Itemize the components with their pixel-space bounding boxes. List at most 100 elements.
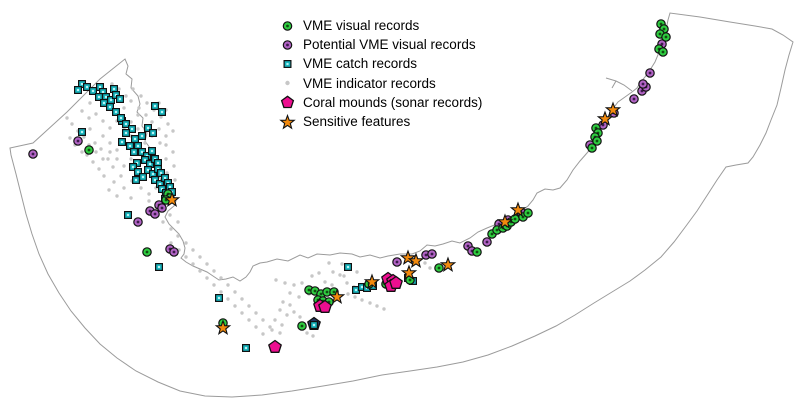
vme-indicator-point <box>368 301 372 305</box>
vme-indicator-point <box>101 134 105 138</box>
vme-indicator-point <box>355 270 359 274</box>
vme-indicator-point <box>327 261 331 265</box>
vme-indicator-point <box>191 262 195 266</box>
vme-catch-point-center <box>160 110 164 114</box>
vme-indicator-point <box>168 213 172 217</box>
vme-indicator-point <box>122 186 126 190</box>
potential-vme-visual-point-center <box>641 82 645 86</box>
vme-indicator-point <box>129 120 133 124</box>
vme-visual-point-center <box>664 35 668 39</box>
vme-indicator-point <box>171 129 175 133</box>
vme-indicator-point <box>136 113 140 117</box>
potential-vme-visual-point-center <box>31 152 35 156</box>
vme-indicator-point <box>285 313 289 317</box>
vme-catch-point-center <box>133 137 137 141</box>
vme-catch-point-center <box>354 288 358 292</box>
vme-indicator-point <box>305 331 309 335</box>
vme-catch-point-center <box>118 97 122 101</box>
sensitive-feature-point <box>439 256 457 272</box>
vme-indicator-point <box>139 186 143 190</box>
vme-indicator-point <box>169 227 173 231</box>
vme-indicator-point <box>80 150 84 154</box>
vme-indicator-point <box>144 113 148 117</box>
vme-indicator-point <box>136 127 140 131</box>
vme-indicator-point <box>93 141 97 145</box>
legend-item-vme-catch: VME catch records <box>279 54 482 73</box>
vme-indicator-point <box>226 283 230 287</box>
vme-visual-point-center <box>659 22 663 26</box>
potential-vme-visual-point-center <box>632 97 636 101</box>
vme-indicator-point <box>283 281 287 285</box>
vme-indicator-point <box>281 300 285 304</box>
vme-indicator-point <box>176 220 180 224</box>
vme-catch-point-center <box>126 213 130 217</box>
vme-catch-point-center <box>346 265 350 269</box>
legend-label: Coral mounds (sonar records) <box>303 94 483 110</box>
sensitive-feature-point <box>596 110 614 126</box>
vme-indicator-point <box>70 122 74 126</box>
vme-catch-point-center <box>114 110 118 114</box>
vme-indicator-point <box>65 116 69 120</box>
sensitive-feature-point <box>496 213 514 229</box>
vme-catch-point-center <box>140 134 144 138</box>
vme-catch-point-center <box>157 265 161 269</box>
vme-indicator-point <box>107 188 111 192</box>
vme-catch-point-center <box>312 323 316 327</box>
potential-vme-visual-point-center <box>395 260 399 264</box>
vme-indicator-point <box>240 297 244 301</box>
sensitive-feature-point <box>400 264 418 280</box>
vme-visual-point-center <box>475 250 479 254</box>
vme-indicator-point <box>147 192 151 196</box>
vme-catch-point-center <box>141 175 145 179</box>
sensitive-feature-point <box>407 252 425 268</box>
legend-label: Sensitive features <box>303 114 411 130</box>
vme-indicator-point <box>110 82 114 86</box>
vme-indicator-point <box>219 276 223 280</box>
vme-indicator-point <box>254 311 258 315</box>
vme-indicator-point <box>330 283 334 287</box>
vme-visual-point-center <box>513 217 517 221</box>
vme-catch-point-center <box>136 170 140 174</box>
vme-catch-point-center <box>108 105 112 109</box>
vme-indicator-point <box>94 112 98 116</box>
sensitive-feature-point <box>509 201 527 217</box>
legend-item-sensitive-features: Sensitive features <box>279 112 482 131</box>
vme-catch-point-center <box>156 161 160 165</box>
vme-indicator-point <box>143 141 147 145</box>
vme-indicator-marker-icon <box>285 80 290 86</box>
vme-catch-marker-icon <box>283 59 292 68</box>
vme-indicator-point <box>353 295 357 299</box>
vme-catch-point-center <box>112 87 116 91</box>
vme-visual-point-center <box>590 146 594 150</box>
vme-indicator-point <box>137 106 141 110</box>
vme-visual-point-center <box>658 32 662 36</box>
vme-catch-point-center <box>151 172 155 176</box>
vme-indicator-point <box>240 311 244 315</box>
vme-indicator-point <box>102 174 106 178</box>
vme-visual-point-center <box>319 292 323 296</box>
vme-indicator-point <box>382 307 386 311</box>
vme-catch-point-center <box>97 95 101 99</box>
vme-indicator-point <box>82 135 86 139</box>
vme-indicator-point <box>108 150 112 154</box>
vme-indicator-point <box>172 164 176 168</box>
vme-indicator-point <box>292 310 296 314</box>
vme-indicator-point <box>360 298 364 302</box>
coral-mound-point <box>389 275 403 289</box>
vme-indicator-point <box>119 174 123 178</box>
vme-indicator-point <box>88 101 92 105</box>
vme-indicator-point <box>340 262 344 266</box>
vme-indicator-point <box>159 115 163 119</box>
vme-indicator-point <box>94 150 98 154</box>
potential-vme-visual-point-center <box>148 209 152 213</box>
vme-indicator-point <box>129 157 133 161</box>
vme-catch-point-center <box>146 168 150 172</box>
vme-indicator-point <box>375 304 379 308</box>
vme-indicator-point <box>233 304 237 308</box>
vme-indicator-point <box>288 303 292 307</box>
vme-catch-point-center <box>143 158 147 162</box>
vme-catch-point-center <box>109 98 113 102</box>
vme-visual-point-center <box>526 211 530 215</box>
